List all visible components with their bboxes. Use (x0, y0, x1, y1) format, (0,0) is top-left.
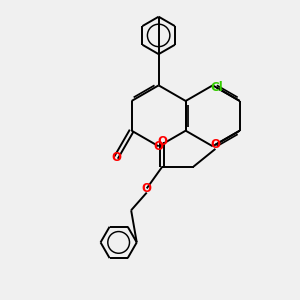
Text: O: O (111, 151, 121, 164)
Text: Cl: Cl (210, 81, 223, 94)
Text: O: O (157, 135, 167, 148)
Text: O: O (142, 182, 152, 195)
Text: O: O (210, 138, 220, 151)
Text: O: O (154, 140, 164, 153)
